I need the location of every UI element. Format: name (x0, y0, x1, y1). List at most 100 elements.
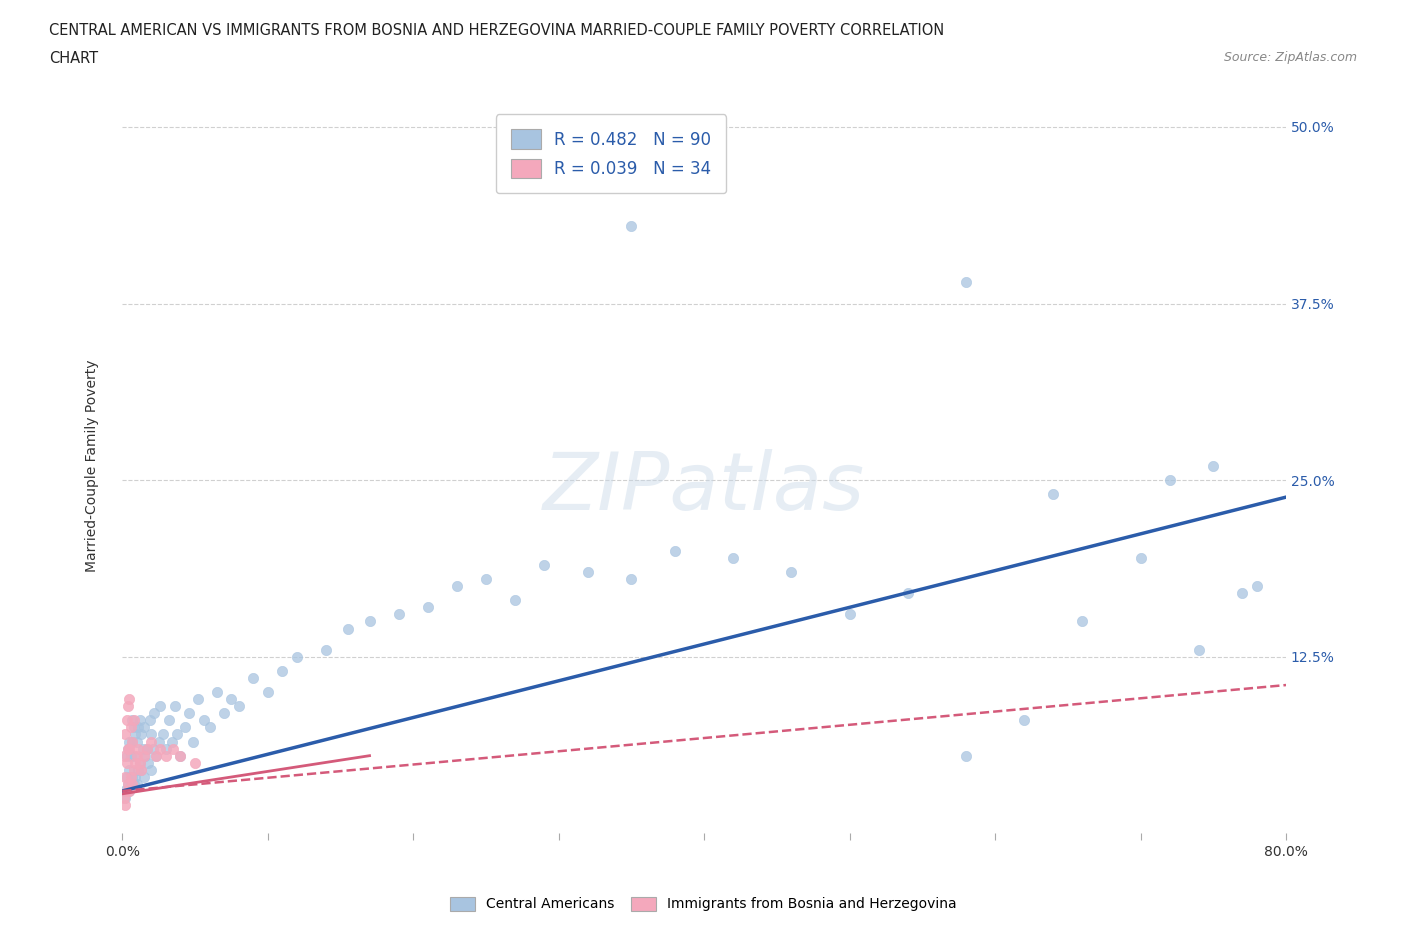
Point (336, 621, 359, 636)
Point (121, 777, 143, 791)
Point (120, 777, 142, 791)
Point (127, 741, 149, 756)
Point (285, 649, 308, 664)
Point (179, 706, 201, 721)
Point (155, 741, 177, 756)
Point (124, 727, 146, 742)
Point (838, 607, 860, 622)
Point (721, 551, 744, 565)
Point (139, 713, 162, 728)
Point (160, 734, 183, 749)
Point (533, 557, 555, 572)
Point (897, 586, 920, 601)
Point (117, 777, 139, 791)
Point (1159, 472, 1181, 487)
Point (120, 749, 142, 764)
Point (115, 769, 138, 784)
Point (124, 755, 146, 770)
Point (388, 607, 411, 622)
Point (1202, 458, 1225, 473)
Point (173, 720, 195, 735)
Point (143, 706, 166, 721)
Text: ZIPatlas: ZIPatlas (543, 449, 865, 527)
Point (118, 784, 141, 799)
Point (122, 713, 145, 728)
Point (127, 720, 149, 735)
Point (117, 777, 139, 791)
Point (115, 749, 138, 764)
Text: Source: ZipAtlas.com: Source: ZipAtlas.com (1223, 51, 1357, 64)
Point (416, 600, 439, 615)
Point (112, 784, 135, 799)
Point (162, 741, 184, 756)
Point (134, 749, 156, 764)
Point (125, 777, 148, 791)
Point (664, 543, 686, 558)
Point (141, 727, 163, 742)
Point (129, 763, 152, 777)
Point (124, 769, 146, 784)
Point (117, 698, 139, 713)
Point (136, 741, 159, 756)
Point (212, 706, 235, 721)
Point (136, 741, 159, 756)
Point (187, 692, 209, 707)
Point (117, 741, 139, 756)
Point (184, 755, 207, 770)
Point (132, 749, 155, 764)
Point (114, 790, 136, 805)
Point (128, 755, 150, 770)
Point (115, 713, 138, 728)
Point (122, 763, 145, 777)
Text: CHART: CHART (49, 51, 98, 66)
Point (128, 713, 150, 728)
Point (955, 275, 977, 290)
Point (138, 755, 160, 770)
Point (112, 790, 135, 805)
Point (149, 698, 172, 713)
Point (198, 720, 221, 735)
Point (359, 614, 381, 629)
Point (122, 777, 145, 791)
Point (1071, 614, 1094, 629)
Point (114, 798, 136, 813)
Point (205, 684, 228, 699)
Point (118, 741, 141, 756)
Point (115, 784, 138, 799)
Point (121, 734, 143, 749)
Point (1232, 586, 1254, 601)
Point (183, 734, 205, 749)
Point (121, 713, 143, 728)
Point (128, 755, 150, 770)
Point (115, 755, 138, 770)
Point (112, 749, 135, 764)
Point (1012, 713, 1035, 728)
Point (1129, 551, 1152, 565)
Point (131, 741, 153, 756)
Point (132, 769, 155, 784)
Point (145, 749, 167, 764)
Point (271, 663, 294, 678)
Point (114, 727, 136, 742)
Point (125, 734, 148, 749)
Point (121, 769, 143, 784)
Point (118, 692, 141, 707)
Point (141, 734, 163, 749)
Point (242, 671, 264, 685)
Point (620, 219, 643, 233)
Point (127, 763, 149, 777)
Point (129, 727, 152, 742)
Point (620, 572, 643, 587)
Point (132, 720, 155, 735)
Point (152, 727, 174, 742)
Point (121, 734, 143, 749)
Point (125, 749, 148, 764)
Point (256, 684, 278, 699)
Point (122, 720, 145, 735)
Point (149, 741, 172, 756)
Point (142, 741, 165, 756)
Point (118, 734, 141, 749)
Point (221, 692, 243, 707)
Point (163, 698, 186, 713)
Point (122, 749, 145, 764)
